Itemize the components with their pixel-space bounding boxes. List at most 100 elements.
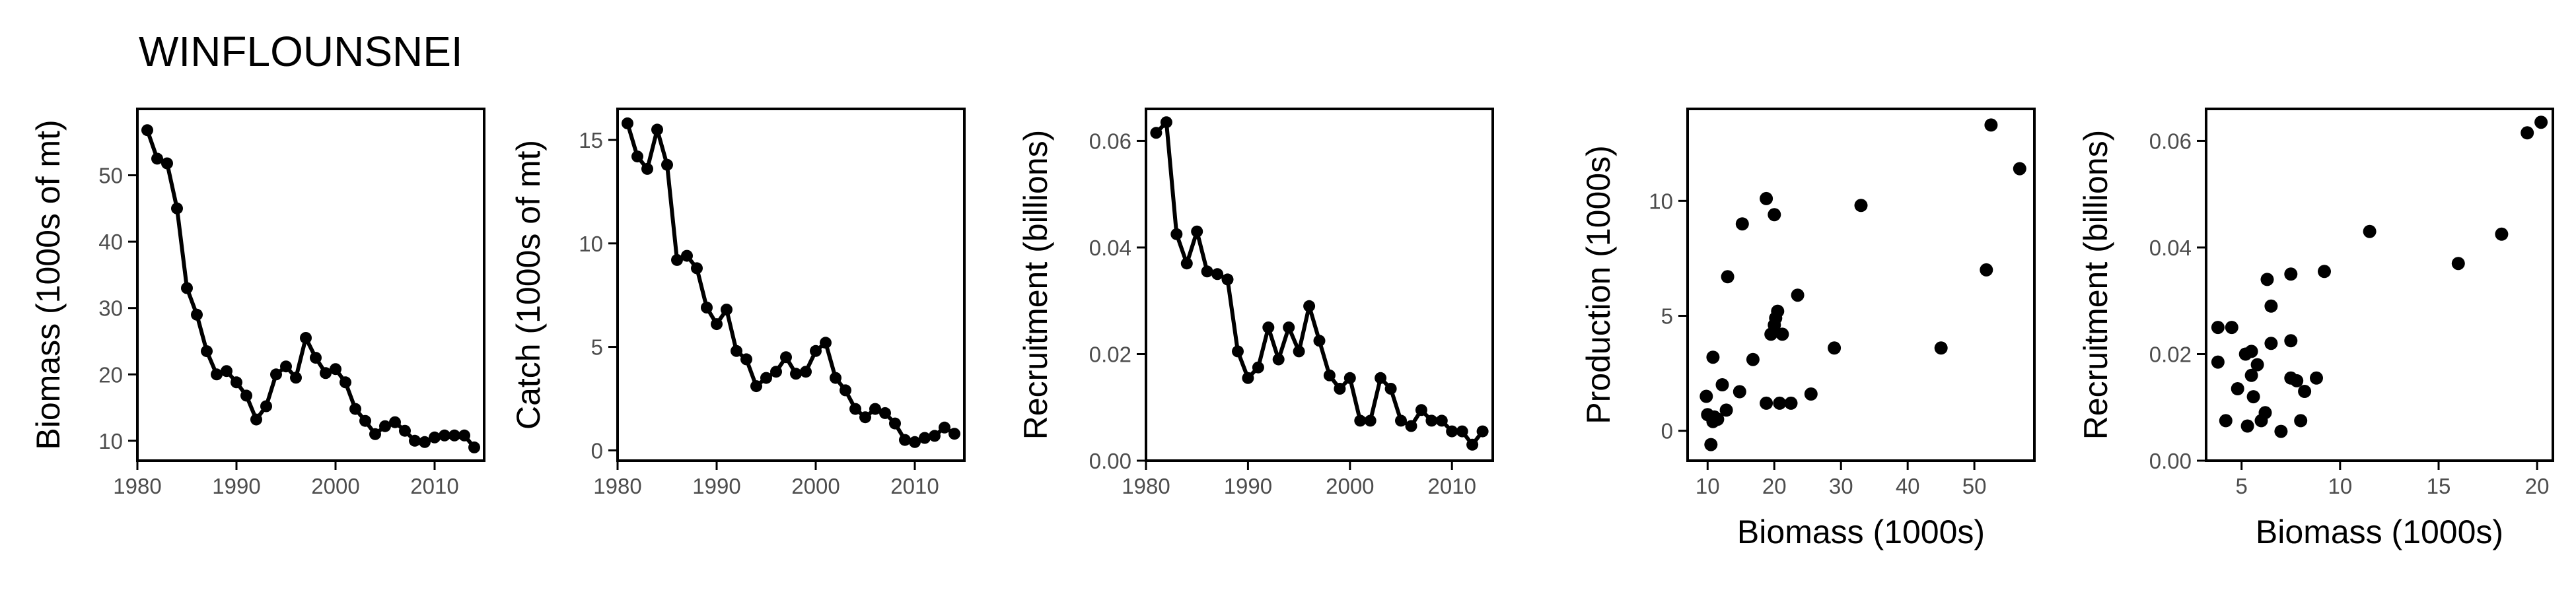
data-point [1775, 327, 1789, 341]
plot-frame [616, 108, 966, 462]
data-point [2290, 374, 2304, 387]
data-point [1242, 372, 1254, 384]
data-point [1375, 372, 1387, 384]
x-axis-label: Biomass (1000s) [2256, 513, 2503, 550]
data-point [2240, 419, 2254, 433]
data-point [161, 157, 173, 170]
data-point [1771, 304, 1785, 318]
data-point [1715, 378, 1729, 391]
y-tick-label: 0.02 [1089, 342, 1131, 366]
data-point [1476, 425, 1489, 438]
data-point [2451, 257, 2465, 271]
data-point [899, 434, 911, 446]
x-tick-label: 1980 [593, 474, 641, 498]
data-point [171, 202, 183, 214]
data-point [631, 150, 643, 163]
data-point [141, 124, 153, 137]
y-tick-label: 20 [98, 362, 123, 387]
figure-title: WINFLOUNSNEI [139, 28, 463, 75]
data-point [1760, 191, 1773, 205]
y-tick-label: 0.00 [2149, 449, 2192, 473]
data-point [2219, 414, 2233, 428]
data-point [1706, 350, 1720, 364]
panel-production-vs-biomass: 10 20 30 40 50 0 5 10 Production (1000s) Biomass … [1580, 108, 2036, 550]
data-point [711, 318, 723, 331]
x-axis-label: Biomass (1000s) [1737, 513, 1985, 550]
plot-frame [1686, 108, 2036, 462]
data-point [2013, 162, 2026, 176]
data-point [671, 253, 683, 266]
x-tick-label: 2010 [410, 474, 458, 498]
data-point [240, 389, 252, 402]
data-point [468, 441, 480, 453]
data-point [300, 332, 312, 344]
data-point [250, 413, 262, 426]
data-point [1293, 345, 1305, 358]
y-tick-label: 30 [98, 296, 123, 321]
data-point [1984, 118, 1998, 132]
x-tick-label: 10 [2328, 474, 2352, 498]
data-point [201, 345, 213, 358]
data-point [830, 372, 841, 384]
data-point [191, 308, 203, 321]
data-point [2211, 321, 2225, 335]
data-point [1719, 403, 1733, 417]
data-point [1773, 396, 1787, 410]
y-axis-label: Catch (1000s of mt) [510, 140, 547, 430]
data-point [1768, 208, 1781, 222]
y-tick-label: 0.00 [1089, 449, 1131, 473]
y-tick-label: 15 [579, 128, 603, 152]
x-tick-label: 2000 [311, 474, 359, 498]
data-point [1446, 425, 1458, 438]
data-point [1364, 414, 1377, 427]
data-point [1323, 369, 1336, 381]
data-point [320, 367, 332, 380]
data-point [1283, 321, 1295, 334]
panel-recruitment-vs-biomass: 5 10 15 20 0.00 0.02 0.04 0.06 Recruitment (bill… [2077, 108, 2554, 550]
data-point [1170, 228, 1183, 240]
data-point [2284, 267, 2298, 281]
x-tick-label: 2010 [890, 474, 939, 498]
data-point [879, 407, 891, 419]
data-point [681, 249, 693, 262]
data-point [151, 152, 163, 165]
data-point [2294, 414, 2308, 428]
panel-recruitment: 1980 1990 2000 2010 0.00 0.02 0.04 0.06 Recruitm… [1017, 108, 1494, 498]
data-point [948, 428, 960, 440]
data-point [740, 353, 752, 366]
y-tick-label: 10 [98, 429, 123, 453]
data-point [869, 403, 881, 415]
data-point [1746, 352, 1760, 366]
data-point [859, 411, 871, 424]
data-point [181, 282, 193, 294]
data-point [780, 351, 792, 364]
data-point [1934, 341, 1948, 355]
data-point [760, 372, 772, 384]
data-point [349, 403, 361, 415]
data-point [1191, 225, 1203, 238]
x-tick-label: 5 [2236, 474, 2248, 498]
y-tick-label: 50 [98, 164, 123, 188]
y-tick-label: 0.04 [2149, 236, 2192, 260]
data-point [840, 384, 851, 397]
data-point [1313, 335, 1326, 347]
x-tick-label: 10 [1696, 474, 1720, 498]
x-tick-label: 20 [2525, 474, 2550, 498]
data-point [448, 429, 460, 442]
data-point [1804, 387, 1818, 401]
data-point [1435, 414, 1448, 427]
data-point [1252, 361, 1264, 374]
y-tick-label: 0.04 [1089, 236, 1131, 260]
x-tick-label: 40 [1896, 474, 1920, 498]
data-point [800, 366, 812, 378]
data-point [1791, 288, 1805, 302]
x-tick-label: 1990 [692, 474, 740, 498]
y-tick-label: 0.06 [2149, 129, 2192, 153]
data-point [721, 304, 733, 316]
y-tick-label: 40 [98, 230, 123, 254]
data-point [270, 368, 282, 381]
data-point [379, 420, 391, 432]
data-point [1180, 257, 1193, 270]
data-point [2250, 358, 2264, 372]
